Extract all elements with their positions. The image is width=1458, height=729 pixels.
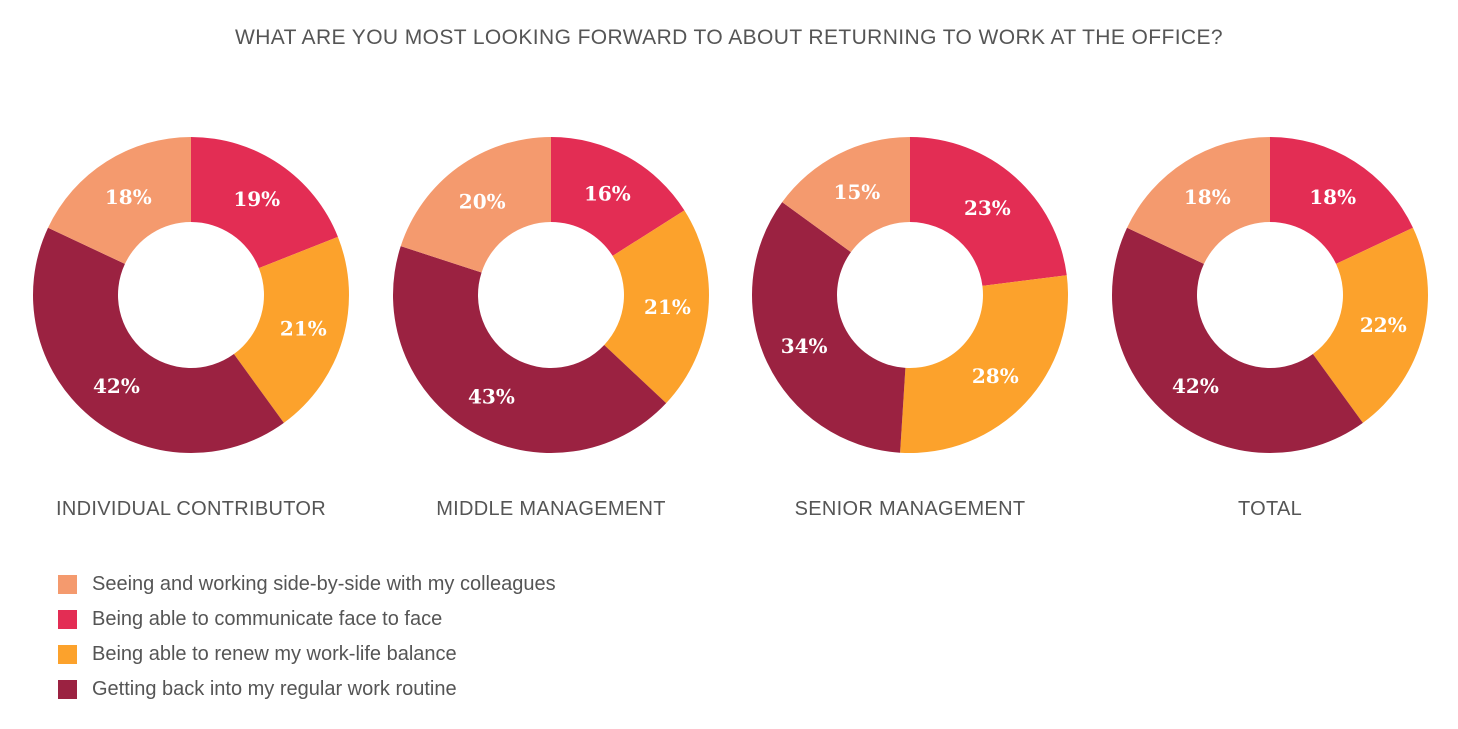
slice-total-work-routine (1112, 227, 1363, 453)
slice-individual-contributor-colleagues (48, 137, 192, 264)
chart-title-total: TOTAL (1238, 498, 1302, 520)
chart-title-individual-contributor: INDIVIDUAL CONTRIBUTOR (56, 498, 326, 520)
legend-item-work-routine: Getting back into my regular work routin… (58, 678, 758, 713)
slice-middle-management-face-to-face (551, 137, 685, 256)
legend-swatch-colleagues (58, 575, 77, 594)
data-label-middle-management-work-routine: 43% (468, 385, 515, 409)
slice-middle-management-work-life-balance (604, 210, 710, 404)
slice-total-face-to-face (1270, 137, 1413, 264)
chart-title-middle-management: MIDDLE MANAGEMENT (436, 498, 666, 520)
data-label-individual-contributor-work-routine: 42% (93, 374, 140, 398)
legend-swatch-work-routine (58, 680, 77, 699)
legend-item-work-life-balance: Being able to renew my work-life balance (58, 643, 758, 678)
slice-senior-management-face-to-face (910, 137, 1067, 286)
data-label-senior-management-work-life-balance: 28% (972, 364, 1019, 388)
data-label-total-work-life-balance: 22% (1360, 313, 1407, 337)
data-label-middle-management-face-to-face: 16% (584, 181, 631, 205)
data-label-total-face-to-face: 18% (1309, 185, 1356, 209)
data-label-individual-contributor-face-to-face: 19% (233, 187, 280, 211)
legend-swatch-face-to-face (58, 610, 77, 629)
data-label-senior-management-colleagues: 15% (833, 180, 880, 204)
slice-middle-management-colleagues (400, 137, 551, 273)
data-label-senior-management-work-routine: 34% (781, 334, 828, 358)
legend-label-work-routine: Getting back into my regular work routin… (92, 678, 457, 700)
legend-item-face-to-face: Being able to communicate face to face (58, 608, 758, 643)
chart-title: WHAT ARE YOU MOST LOOKING FORWARD TO ABO… (235, 26, 1223, 49)
slice-total-work-life-balance (1312, 227, 1428, 423)
legend-item-colleagues: Seeing and working side-by-side with my … (58, 573, 758, 608)
slice-senior-management-colleagues (782, 137, 910, 253)
legend-label-colleagues: Seeing and working side-by-side with my … (92, 573, 556, 595)
chart-title-senior-management: SENIOR MANAGEMENT (795, 498, 1026, 520)
legend-label-work-life-balance: Being able to renew my work-life balance (92, 643, 457, 665)
slice-individual-contributor-face-to-face (191, 137, 338, 269)
data-label-senior-management-face-to-face: 23% (964, 196, 1011, 220)
data-label-middle-management-colleagues: 20% (459, 189, 506, 213)
slice-total-colleagues (1127, 137, 1270, 264)
data-label-middle-management-work-life-balance: 21% (644, 295, 691, 319)
slice-individual-contributor-work-life-balance (233, 236, 349, 423)
legend-label-face-to-face: Being able to communicate face to face (92, 608, 443, 630)
data-label-individual-contributor-work-life-balance: 21% (280, 317, 327, 341)
legend: Seeing and working side-by-side with my … (58, 573, 758, 713)
slice-individual-contributor-work-routine (33, 227, 284, 453)
slice-senior-management-work-routine (752, 202, 906, 453)
legend-swatch-work-life-balance (58, 645, 77, 664)
data-label-total-work-routine: 42% (1172, 374, 1219, 398)
data-label-individual-contributor-colleagues: 18% (105, 185, 152, 209)
data-label-total-colleagues: 18% (1184, 185, 1231, 209)
slice-middle-management-work-routine (393, 246, 667, 454)
slice-senior-management-work-life-balance (900, 275, 1068, 454)
